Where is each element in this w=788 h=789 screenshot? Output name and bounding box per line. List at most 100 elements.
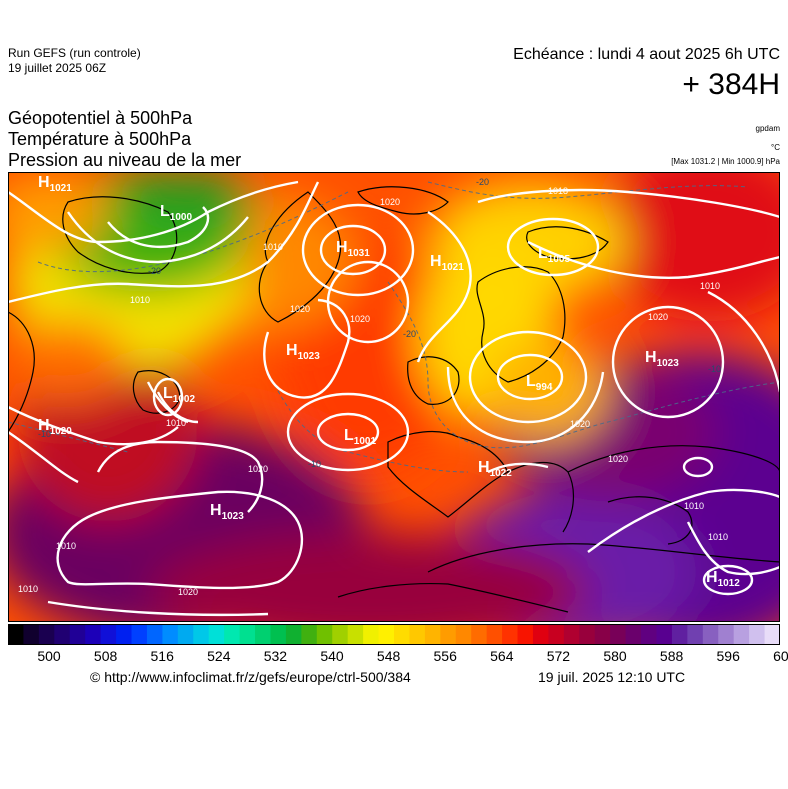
colorbar-ticks: 500 508 516 524 532 540 548 556 564 572 580 588 596 6… [0,648,788,668]
pressure-center-high: H1023 [645,349,679,369]
temperature-label: -20 [476,177,489,187]
colorbar-swatch [471,624,488,645]
colorbar-swatch [517,624,534,645]
pressure-center-low: L1005 [538,245,570,265]
isobar-labels: 1018 1020 1010 1020 1010 1020 1010 1010 1020 1020… [18,186,728,597]
title-pressure: Pression au niveau de la mer [8,150,242,170]
colorbar-tick-label: 516 [150,648,174,664]
pressure-center-high: H1021 [38,174,72,194]
colorbar-swatch [131,624,148,645]
colorbar-tick-label: 556 [433,648,457,664]
colorbar-swatch [69,624,86,645]
colorbar-swatch [116,624,133,645]
isobar-label: 1010 [263,242,283,252]
temperature-label: -10 [708,364,721,374]
pressure-center-low: L1000 [160,203,192,223]
pressure-center-high: H1023 [210,502,244,522]
colorbar-swatch [270,624,287,645]
colorbar-swatch [38,624,55,645]
geopotential-field [8,172,780,622]
temperature-labels: -20 -20 -20 -10 -10 -10 [38,177,721,469]
colorbar-swatch [625,624,642,645]
colorbar-swatch [409,624,426,645]
coastlines [8,186,780,613]
source-credit: © http://www.infoclimat.fr/z/gefs/europe… [90,669,411,685]
isobar-label: 1010 [18,584,38,594]
isobars [8,180,780,617]
colorbar-swatch [285,624,302,645]
colorbar-swatch [656,624,673,645]
isobar-label: 1020 [648,312,668,322]
generation-timestamp: 19 juil. 2025 12:10 UTC [538,669,686,685]
colorbar-swatch [146,624,163,645]
forecast-valid-time: Echéance : lundi 4 aout 2025 6h UTC [513,46,780,63]
colorbar-tick-label: 580 [603,648,627,664]
colorbar-tick-label: 604 [773,648,788,664]
pressure-center-low: L994 [526,373,553,393]
colorbar-swatch [579,624,596,645]
isobar-label: 1010 [130,295,150,305]
isobar-label: 1020 [350,314,370,324]
colorbar-swatch [208,624,225,645]
colorbar-swatch [378,624,395,645]
isobar-label: 1010 [684,501,704,511]
colorbar-swatch [610,624,627,645]
colorbar-swatch [347,624,364,645]
colorbar-swatch [177,624,194,645]
colorbar-swatch [532,624,549,645]
isobar-label: 1020 [178,587,198,597]
pressure-center-high: H1020 [38,417,72,437]
colorbar-swatch [502,624,519,645]
colorbar-swatch [718,624,735,645]
pressure-center-low: L1001 [344,427,376,447]
colorbar-swatch [563,624,580,645]
pressure-center-low: L1002 [163,385,195,405]
colorbar-tick-label: 572 [546,648,571,664]
colorbar-swatch [193,624,210,645]
pressure-center-high: H1021 [430,253,464,273]
colorbar-swatch [671,624,688,645]
colorbar-swatch [100,624,117,645]
colorbar-swatch [332,624,349,645]
isobar-label: 1018 [548,186,568,196]
pressure-center-high: H1012 [706,569,740,589]
colorbar-swatch [455,624,472,645]
colorbar-swatch [8,624,25,645]
temperature-label: -20 [148,266,161,276]
isobar-label: 1020 [290,304,310,314]
colorbar-tick-label: 524 [207,648,231,664]
colorbar-swatch [486,624,503,645]
isobar-label: 1010 [708,532,728,542]
pressure-center-high: H1031 [336,239,370,259]
colorbar-tick-label: 564 [490,648,514,664]
colorbar-swatch [548,624,565,645]
unit-celsius: °C [771,143,780,152]
colorbar-frame [8,624,780,645]
colorbar-tick-label: 532 [263,648,288,664]
colorbar-tick-label: 508 [93,648,118,664]
colorbar-swatch [239,624,256,645]
isobar-label: 1010 [166,418,186,428]
isobar-label: 1020 [570,419,590,429]
colorbar-swatch [316,624,333,645]
colorbar-swatch [424,624,441,645]
pressure-center-high: H1022 [478,459,512,479]
isobar-label: 1010 [56,541,76,551]
unit-gpdam: gpdam [755,124,780,133]
run-name: Run GEFS (run controle) [8,46,141,60]
temperature-isotherms [8,181,780,473]
title-geopotential: Géopotentiel à 500hPa [8,108,193,128]
colorbar-swatch [301,624,318,645]
colorbar-swatch [23,624,40,645]
colorbar-swatch [440,624,457,645]
colorbar-swatch [394,624,411,645]
run-date: 19 juillet 2025 06Z [8,61,107,75]
title-temperature: Température à 500hPa [8,129,192,149]
colorbar-tick-label: 540 [320,648,344,664]
colorbar-swatch [749,624,766,645]
colorbar-swatch [162,624,179,645]
colorbar-swatch [594,624,611,645]
map-frame [8,172,780,622]
colorbar [8,624,780,645]
isobar-label: 1020 [248,464,268,474]
